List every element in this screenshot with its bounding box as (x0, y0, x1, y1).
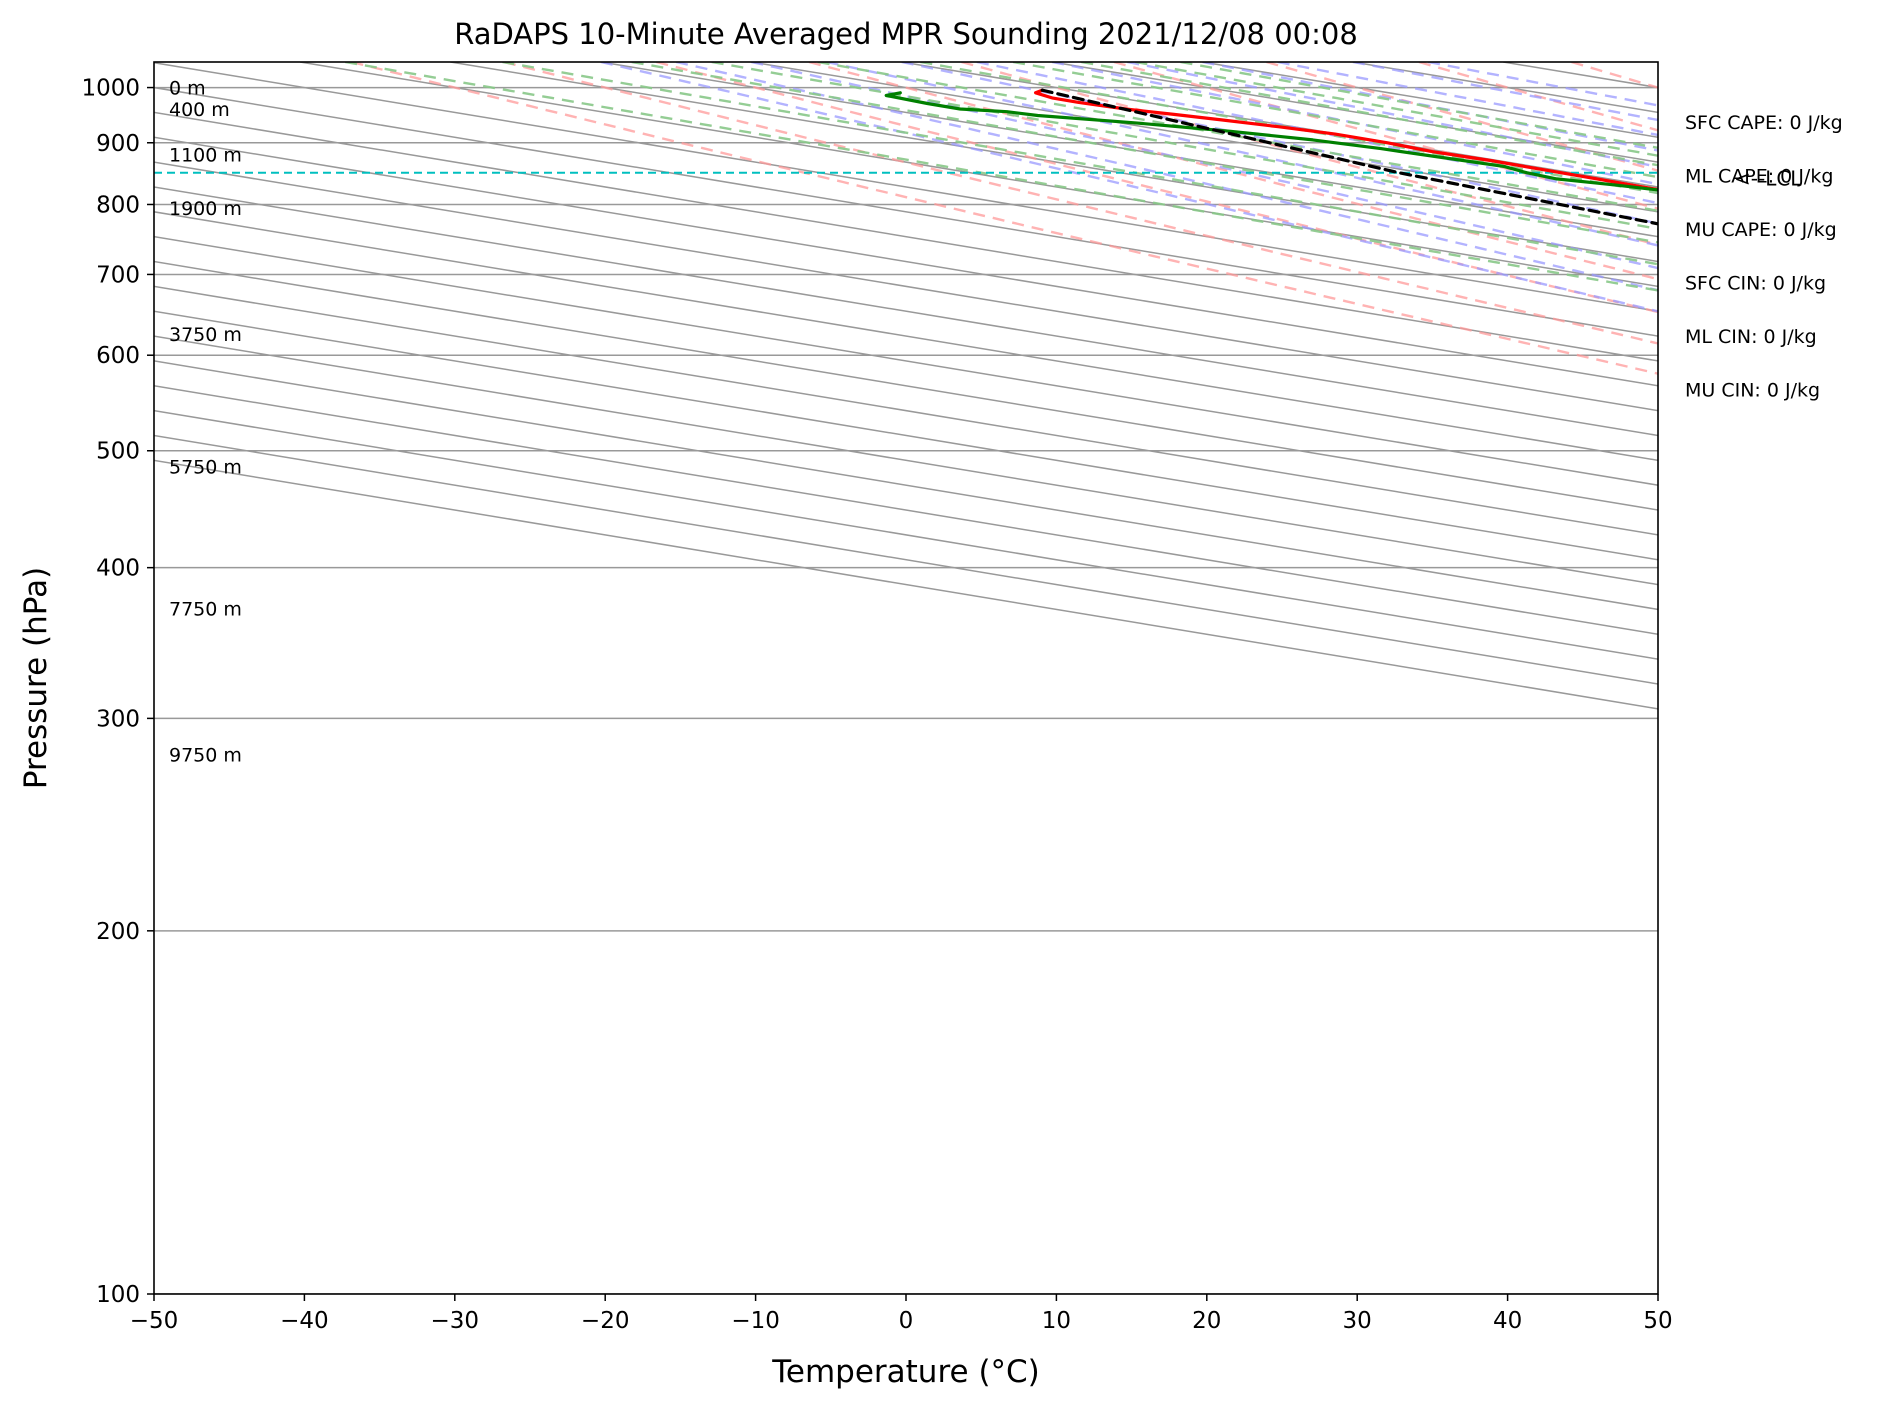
moist-adiabat-line (826, 62, 1658, 247)
index-label: ML CAPE: 0 J/kg (1685, 166, 1833, 188)
index-label: SFC CIN: 0 J/kg (1685, 273, 1826, 295)
chart-title: RaDAPS 10-Minute Averaged MPR Sounding 2… (454, 17, 1358, 51)
y-tick-label: 800 (96, 192, 140, 218)
isotherm-line (154, 260, 1658, 511)
mixing-ratio-line (711, 62, 1658, 231)
mixing-ratio-line (1081, 62, 1658, 167)
x-tick-label: 50 (1643, 1308, 1672, 1334)
moist-adiabat-line (901, 62, 1658, 225)
mixing-ratio-line (817, 62, 1658, 213)
lcl-label: <--LCL (1734, 167, 1802, 191)
moist-adiabat-line (1427, 62, 1658, 107)
index-panel: SFC CAPE: 0 J/kg ML CAPE: 0 J/kg MU CAPE: … (1685, 112, 1843, 402)
index-label: SFC CAPE: 0 J/kg (1685, 112, 1843, 134)
x-tick-label: 10 (1042, 1308, 1071, 1334)
x-tick-label: 30 (1343, 1308, 1372, 1334)
dry-adiabat-line (351, 62, 1658, 375)
height-label: 400 m (169, 99, 230, 121)
dry-adiabat-line (656, 62, 1658, 314)
dry-adiabat-line (1724, 62, 1882, 1294)
dry-adiabat-line (1418, 62, 1658, 132)
isotherm-line (154, 335, 1658, 586)
dewpoint-profile (884, 91, 1658, 192)
y-tick-label: 600 (96, 343, 140, 369)
dry-adiabat-line (1113, 62, 1658, 210)
index-label: MU CIN: 0 J/kg (1685, 380, 1820, 402)
moist-adiabat-line (675, 62, 1658, 292)
isotherm-line (299, 62, 1658, 288)
isotherm-line (154, 86, 1658, 337)
moist-adiabat-line (600, 62, 1658, 313)
isotherm-line (154, 186, 1658, 437)
mixing-ratio-line (1180, 62, 1658, 150)
y-tick-label: 1000 (81, 76, 140, 102)
height-label: 3750 m (169, 324, 242, 346)
isotherm-line (154, 111, 1658, 362)
y-tick-label: 100 (96, 1282, 140, 1308)
dry-adiabat-line (503, 62, 1658, 345)
isotherm-line (600, 62, 1658, 238)
x-tick-label: −40 (280, 1308, 329, 1334)
isotherm-line (1202, 62, 1658, 139)
y-tick-label: 900 (96, 131, 140, 157)
moist-adiabat-line (751, 62, 1658, 270)
x-tick-label: 0 (899, 1308, 914, 1334)
y-tick-label: 500 (96, 439, 140, 465)
x-tick-label: 20 (1192, 1308, 1221, 1334)
height-label: 1100 m (169, 145, 242, 167)
isotherm-line (154, 434, 1658, 685)
isotherm-line (154, 235, 1658, 486)
moist-adiabat-line (976, 62, 1658, 205)
mixing-ratio-line (1012, 62, 1658, 179)
isotherm-line (154, 385, 1658, 636)
x-tick-label: −30 (431, 1308, 480, 1334)
temperature-profile (1034, 88, 1658, 192)
height-label: 1900 m (169, 198, 242, 220)
x-axis-label: Temperature (°C) (771, 1354, 1040, 1390)
height-label: 7750 m (169, 599, 242, 621)
y-tick-label: 700 (96, 262, 140, 288)
isotherm-line (154, 211, 1658, 462)
isotherm-line (1503, 62, 1658, 89)
isotherm-line (751, 62, 1658, 213)
isotherm-line (901, 62, 1658, 188)
x-axis-ticks: −50 −40 −30 −20 −10 0 10 20 30 40 50 (130, 1294, 1673, 1334)
isotherm-line (154, 360, 1658, 611)
parcel-profile (1040, 88, 1658, 226)
x-tick-label: −20 (581, 1308, 630, 1334)
height-labels: 9750 m 7750 m 5750 m 3750 m 1900 m 1100 m 400 … (169, 78, 242, 767)
y-axis-label: Pressure (hPa) (18, 567, 54, 789)
y-tick-label: 200 (96, 919, 140, 945)
isotherm-line (154, 285, 1658, 536)
height-label: 9750 m (169, 745, 242, 767)
index-label: ML CIN: 0 J/kg (1685, 326, 1817, 348)
x-tick-label: 40 (1493, 1308, 1522, 1334)
plot-frame (153, 61, 1659, 1295)
dry-adiabat-line (1266, 62, 1658, 172)
isotherm-line (154, 409, 1658, 660)
background-line-layer (154, 62, 1882, 1294)
moist-adiabat-line (1127, 62, 1658, 169)
index-label: MU CAPE: 0 J/kg (1685, 219, 1837, 241)
isotherm-line (154, 62, 1658, 312)
y-axis-ticks: 100 200 300 400 500 600 700 800 900 1000 (81, 76, 154, 1308)
isotherm-line (154, 136, 1658, 387)
dry-adiabat-line (1877, 62, 1882, 1294)
height-label: 5750 m (169, 457, 242, 479)
height-label: 0 m (169, 78, 206, 100)
moist-adiabat-line (1277, 62, 1658, 137)
mixing-ratio-line (344, 62, 1658, 292)
series-layer (154, 88, 1658, 226)
mixing-ratio-line (631, 62, 1658, 244)
x-tick-label: −10 (731, 1308, 780, 1334)
x-tick-label: −50 (130, 1308, 179, 1334)
isotherm-line (154, 161, 1658, 412)
y-tick-label: 400 (96, 556, 140, 582)
moist-adiabat-line (1202, 62, 1658, 152)
mixing-ratio-line (502, 62, 1658, 266)
isotherm-line (154, 459, 1658, 710)
y-tick-label: 300 (96, 706, 140, 732)
isotherm-line (154, 310, 1658, 561)
